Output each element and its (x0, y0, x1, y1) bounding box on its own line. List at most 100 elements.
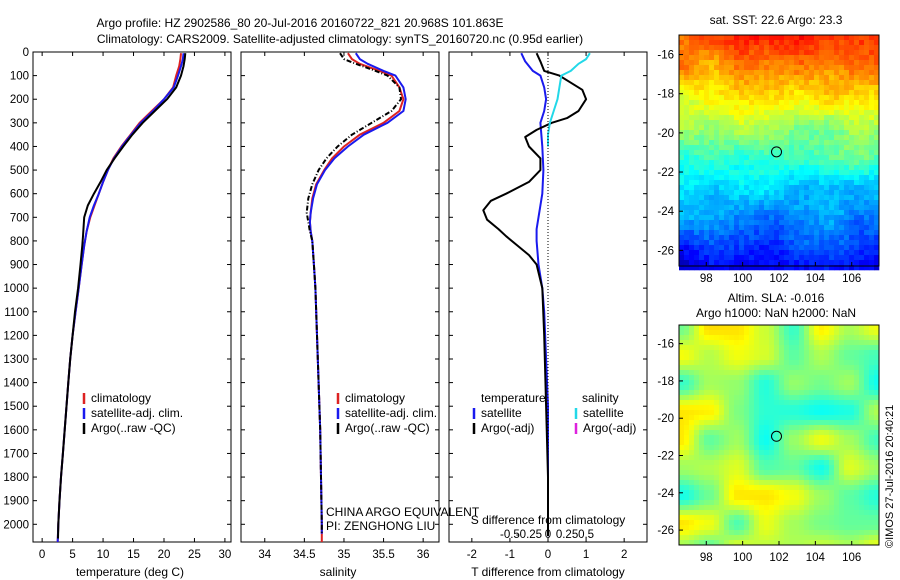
map-cell (799, 370, 805, 376)
map-cell (824, 435, 830, 441)
map-cell (754, 55, 760, 61)
map-cell (689, 400, 695, 406)
map-cell (829, 165, 835, 171)
map-cell (739, 385, 745, 391)
depth-tick-label: 900 (10, 260, 29, 272)
map-cell (799, 120, 805, 126)
map-cell (684, 260, 690, 266)
map-cell (789, 75, 795, 81)
map-cell (754, 375, 760, 381)
map-cell (684, 375, 690, 381)
map-cell (719, 195, 725, 201)
map-cell (844, 435, 850, 441)
map-cell (794, 90, 800, 96)
map-cell (834, 75, 840, 81)
map-cell (739, 520, 745, 526)
map-cell (804, 515, 810, 521)
map-cell (874, 255, 880, 261)
map-cell (854, 175, 860, 181)
map-cell (864, 500, 870, 506)
map-cell (789, 435, 795, 441)
map-cell (804, 520, 810, 526)
map-cell (769, 440, 775, 446)
map-cell (684, 265, 690, 271)
map-cell (749, 505, 755, 511)
map-cell (874, 230, 880, 236)
map-cell (769, 190, 775, 196)
map-cell (679, 365, 685, 371)
map-cell (759, 515, 765, 521)
map-cell (744, 40, 750, 46)
map-cell (824, 145, 830, 151)
map-cell (709, 75, 715, 81)
map-cell (799, 170, 805, 176)
map-cell (829, 170, 835, 176)
map-cell (804, 420, 810, 426)
map-cell (684, 460, 690, 466)
map-cell (804, 340, 810, 346)
map-cell (839, 190, 845, 196)
map-cell (709, 175, 715, 181)
map-cell (874, 475, 880, 481)
map-cell (719, 140, 725, 146)
map-cell (844, 175, 850, 181)
map-cell (799, 325, 805, 331)
map-cell (859, 35, 865, 41)
map-cell (784, 375, 790, 381)
map-cell (839, 95, 845, 101)
map-cell (764, 345, 770, 351)
map-cell (869, 380, 875, 386)
map-cell (869, 90, 875, 96)
map-cell (779, 395, 785, 401)
map-cell (699, 40, 705, 46)
map-cell (724, 105, 730, 111)
map-cell (864, 235, 870, 241)
map-cell (834, 185, 840, 191)
map-cell (859, 435, 865, 441)
map-cell (739, 145, 745, 151)
map-cell (719, 210, 725, 216)
map-cell (689, 140, 695, 146)
map-cell (824, 460, 830, 466)
map-cell (779, 375, 785, 381)
map-cell (874, 420, 880, 426)
map-cell (784, 195, 790, 201)
map-cell (849, 250, 855, 256)
map-cell (854, 460, 860, 466)
map-cell (859, 390, 865, 396)
map-cell (684, 405, 690, 411)
map-y-tick-label: -24 (657, 488, 674, 500)
map-cell (784, 95, 790, 101)
map-cell (814, 480, 820, 486)
map-cell (829, 100, 835, 106)
map-cell (709, 205, 715, 211)
map-cell (784, 65, 790, 71)
map-cell (794, 465, 800, 471)
map-cell (849, 530, 855, 536)
map-cell (734, 125, 740, 131)
map-cell (749, 525, 755, 531)
map-cell (824, 470, 830, 476)
map-cell (864, 340, 870, 346)
map-cell (739, 90, 745, 96)
map-cell (779, 425, 785, 431)
map-cell (779, 525, 785, 531)
map-cell (809, 50, 815, 56)
map-cell (709, 335, 715, 341)
map-cell (804, 200, 810, 206)
depth-tick-labels: 0100200300400500600700800900100011001200… (3, 47, 647, 531)
map-cell (809, 510, 815, 516)
map-cell (699, 210, 705, 216)
map-cell (789, 535, 795, 541)
map-cell (709, 355, 715, 361)
map-cell (684, 470, 690, 476)
map-cell (834, 235, 840, 241)
map-cell (699, 90, 705, 96)
map-cell (819, 255, 825, 261)
map-cell (719, 225, 725, 231)
map-cell (684, 120, 690, 126)
map-cell (829, 465, 835, 471)
map-cell (854, 90, 860, 96)
map-cell (744, 110, 750, 116)
map-cell (859, 200, 865, 206)
